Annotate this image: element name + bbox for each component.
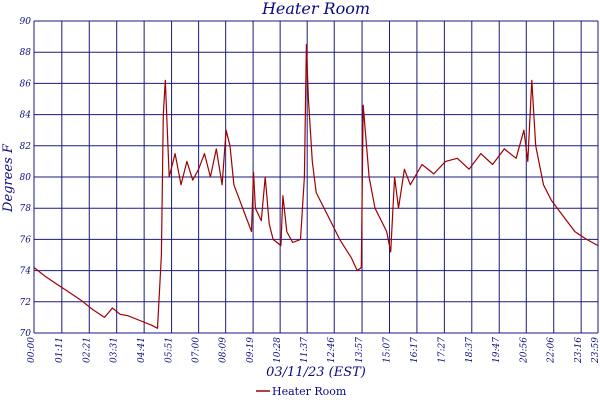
x-tick-label: 23:59 bbox=[591, 337, 600, 364]
x-tick-label: 17:27 bbox=[437, 337, 447, 363]
y-axis-title: Degrees F bbox=[1, 143, 16, 213]
x-tick-label: 09:19 bbox=[246, 337, 256, 363]
y-tick-label: 70 bbox=[20, 329, 32, 339]
x-tick-label: 05:51 bbox=[165, 337, 175, 363]
legend: Heater Room bbox=[256, 385, 347, 398]
y-tick-label: 78 bbox=[20, 204, 32, 214]
y-tick-label: 72 bbox=[20, 298, 32, 308]
x-tick-labels: 00:00 01:11 02:21 03:31 04:41 05:51 07:00 08:09… bbox=[27, 337, 600, 364]
x-axis-title: 03/11/23 (EST) bbox=[266, 365, 366, 380]
x-tick-label: 07:00 bbox=[192, 337, 202, 363]
gridlines bbox=[33, 20, 599, 334]
series-layer bbox=[33, 43, 599, 329]
y-tick-label: 88 bbox=[20, 48, 32, 58]
x-tick-label: 04:41 bbox=[137, 337, 147, 363]
y-tick-label: 82 bbox=[20, 142, 32, 152]
x-tick-label: 16:17 bbox=[410, 337, 420, 363]
y-tick-label: 80 bbox=[20, 173, 32, 183]
x-tick-label: 22:06 bbox=[547, 337, 557, 364]
series-line bbox=[33, 43, 599, 329]
x-tick-label: 02:21 bbox=[82, 337, 92, 363]
x-tick-label: 13:57 bbox=[355, 337, 365, 363]
y-tick-label: 86 bbox=[20, 79, 32, 89]
x-tick-label: 01:11 bbox=[55, 337, 65, 363]
x-tick-label: 20:56 bbox=[519, 337, 529, 364]
x-tick-label: 15:07 bbox=[382, 337, 392, 363]
x-tick-label: 19:47 bbox=[492, 337, 502, 363]
x-tick-label: 03:31 bbox=[110, 337, 120, 363]
y-tick-label: 84 bbox=[20, 111, 32, 121]
x-tick-label: 12:46 bbox=[327, 337, 337, 363]
y-tick-label: 74 bbox=[20, 267, 32, 277]
y-tick-label: 76 bbox=[20, 235, 32, 245]
y-tick-label: 90 bbox=[20, 17, 32, 27]
x-tick-label: 00:00 bbox=[27, 337, 37, 363]
chart-title: Heater Room bbox=[261, 0, 370, 18]
y-tick-labels: 70 72 74 76 78 80 82 84 86 88 90 bbox=[20, 17, 32, 339]
x-tick-label: 23:16 bbox=[574, 337, 584, 364]
x-tick-label: 18:37 bbox=[465, 337, 475, 363]
x-tick-label: 11:37 bbox=[300, 337, 310, 363]
x-tick-label: 10:28 bbox=[273, 337, 283, 363]
x-tick-label: 08:09 bbox=[219, 337, 229, 363]
legend-label: Heater Room bbox=[272, 385, 347, 398]
